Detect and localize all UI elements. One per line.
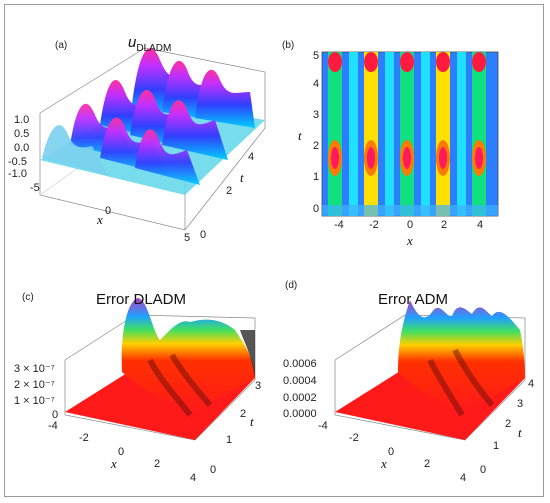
- panel-b-x-tick: 4: [477, 219, 484, 231]
- panel-a-z-tick: 0.5: [14, 128, 30, 140]
- panel-b-contour: [321, 51, 499, 217]
- panel-a-x-tick: -5: [30, 182, 40, 194]
- panel-c-t-label: t: [250, 414, 254, 429]
- panel-d-label: (d): [285, 280, 298, 291]
- panel-a-t-tick: 4: [248, 151, 255, 163]
- panel-b-x-tick: -2: [369, 219, 379, 231]
- panel-a-z-tick: 0.0: [14, 142, 30, 154]
- panel-d-surface: [334, 300, 526, 441]
- panel-b-y-tick: 3: [313, 109, 320, 121]
- panel-c-z-tick: 3 × 10⁻⁷: [14, 363, 55, 375]
- panel-a-x-tick: 0: [105, 205, 112, 217]
- panel-a-title: uDLADM: [128, 34, 171, 54]
- panel-d-x-tick: 0: [388, 446, 395, 458]
- panel-d-x-tick: 2: [424, 458, 431, 470]
- panel-c-title: Error DLADM: [96, 291, 187, 308]
- panel-b-y-tick: 2: [313, 140, 320, 152]
- panel-d-z-tick: 0.0006: [283, 358, 317, 370]
- panel-d-z-tick: 0.0002: [283, 392, 317, 404]
- panel-a-x-label: x: [97, 212, 103, 227]
- panel-b-label: (b): [282, 40, 295, 51]
- panel-b-y-tick: 0: [313, 203, 320, 215]
- panel-c-t-tick: 3: [255, 380, 262, 392]
- panel-d-x-tick: -4: [318, 420, 328, 432]
- panel-a-x-tick: 5: [184, 232, 191, 244]
- panel-d-x-label: x: [381, 456, 387, 471]
- panel-b-x-label: x: [407, 233, 413, 248]
- panel-d-z-tick: 0.0000: [283, 408, 317, 420]
- panel-a-t-tick: 2: [226, 185, 233, 197]
- panel-b-x-tick: -4: [334, 219, 344, 231]
- panel-d-t-tick: 2: [505, 418, 512, 430]
- panel-d-t-label: t: [518, 425, 522, 440]
- contour-ellipses: [322, 52, 498, 216]
- contour-bands: [328, 52, 486, 216]
- panel-c-x-tick: 4: [190, 472, 197, 484]
- panel-b-y-tick: 5: [313, 50, 320, 62]
- panel-c-x-tick: -4: [48, 420, 58, 432]
- panel-b-y-tick: 1: [313, 171, 320, 183]
- panel-c-t-tick: 2: [240, 408, 247, 420]
- panel-d-t-tick: 0: [480, 464, 487, 476]
- panel-a-label: (a): [55, 40, 68, 51]
- panel-b-x-tick: 0: [407, 219, 414, 231]
- panel-a-surface: [39, 47, 266, 231]
- panel-a-z-tick: 1.0: [14, 114, 30, 126]
- panel-d-t-tick: 1: [493, 440, 500, 452]
- panel-c-x-tick: 2: [154, 458, 161, 470]
- panel-a-t-tick: 0: [200, 229, 207, 241]
- panel-b-x-tick: 2: [441, 219, 448, 231]
- panel-a-title-sub: DLADM: [136, 43, 172, 54]
- panel-c-x-tick: 0: [118, 446, 125, 458]
- panel-c-z-tick: 2 × 10⁻⁷: [14, 379, 55, 391]
- panel-c-x-tick: -2: [79, 432, 89, 444]
- panel-a-title-main: u: [128, 34, 137, 51]
- panel-c-t-tick: 0: [210, 464, 217, 476]
- panel-d-t-tick: 4: [528, 378, 535, 390]
- panel-a-z-tick: -0.5: [8, 156, 27, 168]
- panel-c-t-tick: 1: [226, 434, 233, 446]
- panel-d-z-tick: 0.0004: [283, 375, 317, 387]
- wave-ridges: [42, 48, 255, 185]
- panel-c-surface: [64, 298, 256, 441]
- figure-frame: [4, 4, 544, 497]
- panel-c-x-label: x: [111, 456, 117, 471]
- panel-c-z-tick: 1 × 10⁻⁷: [14, 395, 55, 407]
- panel-d-title: Error ADM: [378, 291, 449, 308]
- panel-d-x-tick: 4: [460, 472, 467, 484]
- panel-a-z-tick: -1.0: [8, 168, 27, 180]
- panel-b-y-tick: 4: [313, 78, 320, 90]
- panel-a-t-label: t: [240, 170, 244, 185]
- panel-c-z-tick: 0: [52, 409, 59, 421]
- panel-c-label: (c): [22, 292, 34, 303]
- panel-d-t-tick: 3: [517, 398, 524, 410]
- panel-d-x-tick: -2: [349, 432, 359, 444]
- panel-b-y-label: t: [298, 128, 302, 143]
